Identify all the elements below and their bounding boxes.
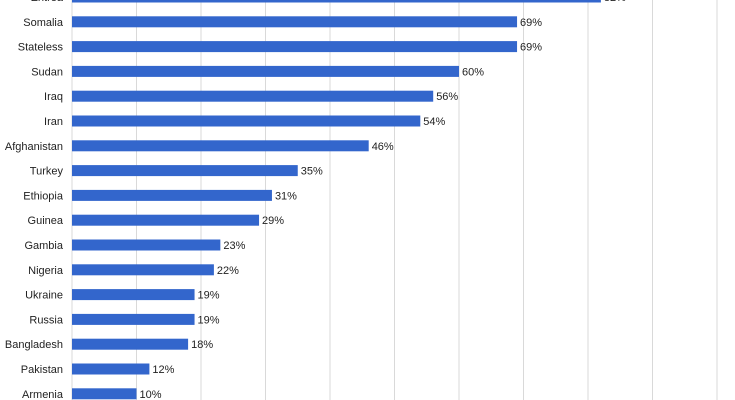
value-label: 54% (423, 116, 445, 128)
value-label: 10% (140, 389, 162, 400)
value-label: 56% (436, 91, 458, 103)
bar-somalia (72, 16, 518, 28)
value-label: 19% (198, 314, 220, 326)
category-label: Stateless (18, 42, 64, 54)
category-label: Ethiopia (23, 190, 64, 202)
category-label: Ukraine (25, 290, 63, 302)
value-label: 69% (520, 42, 542, 54)
bar-iraq (72, 90, 434, 102)
value-label: 19% (198, 290, 220, 302)
category-label: Afghanistan (5, 141, 63, 153)
bars (72, 0, 601, 400)
category-label: Nigeria (28, 265, 64, 277)
category-label: Iran (44, 116, 63, 128)
category-label: Iraq (44, 91, 63, 103)
value-label: 69% (520, 17, 542, 29)
category-label: Sudan (31, 66, 63, 78)
bar-guinea (72, 214, 260, 226)
bar-russia (72, 313, 195, 325)
value-label: 35% (301, 166, 323, 178)
value-label: 12% (152, 364, 174, 376)
category-label: Guinea (28, 215, 64, 227)
category-label: Eritrea (31, 0, 64, 4)
value-label: 22% (217, 265, 239, 277)
bar-afghanistan (72, 140, 369, 152)
category-label: Russia (29, 314, 64, 326)
bar-pakistan (72, 363, 150, 375)
category-label: Turkey (30, 166, 64, 178)
bar-iran (72, 115, 421, 127)
bar-ethiopia (72, 189, 272, 201)
value-labels: 82% 69% 69% 60% 56% 54% 46% 35% 31% 29% 23% 22% 19% 1… (140, 0, 627, 400)
value-label: 82% (604, 0, 626, 4)
bar-gambia (72, 239, 221, 251)
value-label: 60% (462, 66, 484, 78)
category-label: Armenia (22, 389, 64, 400)
value-label: 31% (275, 190, 297, 202)
bar-sudan (72, 65, 459, 77)
value-label: 29% (262, 215, 284, 227)
bar-stateless (72, 41, 518, 53)
bar-eritrea (72, 0, 601, 3)
value-label: 46% (372, 141, 394, 153)
bar-nigeria (72, 264, 214, 276)
category-label: Bangladesh (5, 339, 63, 351)
category-label: Gambia (24, 240, 63, 252)
bar-armenia (72, 388, 137, 400)
bar-bangladesh (72, 338, 189, 350)
category-label: Somalia (23, 17, 64, 29)
value-label: 18% (191, 339, 213, 351)
value-label: 23% (223, 240, 245, 252)
bar-ukraine (72, 289, 195, 301)
bar-turkey (72, 165, 298, 177)
category-labels: Eritrea Somalia Stateless Sudan Iraq Iran Afgh… (5, 0, 64, 400)
category-label: Pakistan (21, 364, 63, 376)
